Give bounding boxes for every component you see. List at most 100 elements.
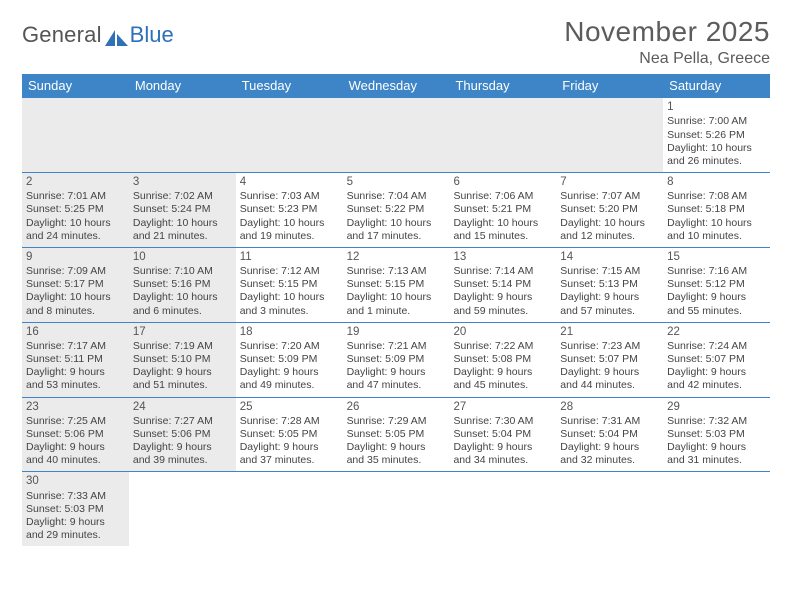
- daylight-text: Daylight: 10 hours and 12 minutes.: [560, 217, 659, 243]
- day-cell: 6Sunrise: 7:06 AMSunset: 5:21 PMDaylight…: [449, 173, 556, 247]
- day-number: 26: [347, 400, 446, 414]
- sunrise-text: Sunrise: 7:04 AM: [347, 190, 446, 203]
- sunrise-text: Sunrise: 7:00 AM: [667, 115, 766, 128]
- daylight-text: Daylight: 9 hours and 32 minutes.: [560, 441, 659, 467]
- sunset-text: Sunset: 5:18 PM: [667, 203, 766, 216]
- day-cell: [22, 98, 129, 172]
- day-cell: [236, 98, 343, 172]
- sunrise-text: Sunrise: 7:13 AM: [347, 265, 446, 278]
- sunset-text: Sunset: 5:15 PM: [347, 278, 446, 291]
- sunset-text: Sunset: 5:09 PM: [240, 353, 339, 366]
- sunrise-text: Sunrise: 7:17 AM: [26, 340, 125, 353]
- daylight-text: Daylight: 10 hours and 8 minutes.: [26, 291, 125, 317]
- daylight-text: Daylight: 9 hours and 37 minutes.: [240, 441, 339, 467]
- daylight-text: Daylight: 9 hours and 57 minutes.: [560, 291, 659, 317]
- sunrise-text: Sunrise: 7:23 AM: [560, 340, 659, 353]
- daylight-text: Daylight: 10 hours and 10 minutes.: [667, 217, 766, 243]
- day-cell: 5Sunrise: 7:04 AMSunset: 5:22 PMDaylight…: [343, 173, 450, 247]
- day-number: 24: [133, 400, 232, 414]
- day-number: 9: [26, 250, 125, 264]
- sunrise-text: Sunrise: 7:32 AM: [667, 415, 766, 428]
- sunset-text: Sunset: 5:21 PM: [453, 203, 552, 216]
- daylight-text: Daylight: 10 hours and 21 minutes.: [133, 217, 232, 243]
- title-block: November 2025 Nea Pella, Greece: [564, 16, 770, 68]
- sunset-text: Sunset: 5:11 PM: [26, 353, 125, 366]
- weekday-header: Friday: [556, 74, 663, 98]
- location-text: Nea Pella, Greece: [564, 50, 770, 68]
- day-number: 25: [240, 400, 339, 414]
- day-cell: 13Sunrise: 7:14 AMSunset: 5:14 PMDayligh…: [449, 248, 556, 322]
- day-number: 8: [667, 175, 766, 189]
- day-cell: 12Sunrise: 7:13 AMSunset: 5:15 PMDayligh…: [343, 248, 450, 322]
- day-number: 29: [667, 400, 766, 414]
- day-cell: [556, 472, 663, 546]
- day-cell: [449, 472, 556, 546]
- sunset-text: Sunset: 5:12 PM: [667, 278, 766, 291]
- day-cell: 23Sunrise: 7:25 AMSunset: 5:06 PMDayligh…: [22, 398, 129, 472]
- weekday-header: Wednesday: [343, 74, 450, 98]
- sunrise-text: Sunrise: 7:29 AM: [347, 415, 446, 428]
- daylight-text: Daylight: 9 hours and 55 minutes.: [667, 291, 766, 317]
- day-cell: 15Sunrise: 7:16 AMSunset: 5:12 PMDayligh…: [663, 248, 770, 322]
- sunrise-text: Sunrise: 7:14 AM: [453, 265, 552, 278]
- daylight-text: Daylight: 9 hours and 51 minutes.: [133, 366, 232, 392]
- sunset-text: Sunset: 5:25 PM: [26, 203, 125, 216]
- sunset-text: Sunset: 5:20 PM: [560, 203, 659, 216]
- weekday-header: Tuesday: [236, 74, 343, 98]
- day-cell: 17Sunrise: 7:19 AMSunset: 5:10 PMDayligh…: [129, 323, 236, 397]
- day-number: 16: [26, 325, 125, 339]
- day-cell: [129, 98, 236, 172]
- sunrise-text: Sunrise: 7:02 AM: [133, 190, 232, 203]
- sunset-text: Sunset: 5:16 PM: [133, 278, 232, 291]
- sunset-text: Sunset: 5:24 PM: [133, 203, 232, 216]
- sunrise-text: Sunrise: 7:03 AM: [240, 190, 339, 203]
- calendar-page: General Blue November 2025 Nea Pella, Gr…: [0, 0, 792, 546]
- daylight-text: Daylight: 10 hours and 19 minutes.: [240, 217, 339, 243]
- daylight-text: Daylight: 9 hours and 29 minutes.: [26, 516, 125, 542]
- sunset-text: Sunset: 5:05 PM: [347, 428, 446, 441]
- weekday-header: Monday: [129, 74, 236, 98]
- day-number: 19: [347, 325, 446, 339]
- daylight-text: Daylight: 10 hours and 26 minutes.: [667, 142, 766, 168]
- day-cell: [236, 472, 343, 546]
- day-cell: 16Sunrise: 7:17 AMSunset: 5:11 PMDayligh…: [22, 323, 129, 397]
- day-cell: 9Sunrise: 7:09 AMSunset: 5:17 PMDaylight…: [22, 248, 129, 322]
- sunrise-text: Sunrise: 7:22 AM: [453, 340, 552, 353]
- day-number: 2: [26, 175, 125, 189]
- sunset-text: Sunset: 5:13 PM: [560, 278, 659, 291]
- month-title: November 2025: [564, 16, 770, 48]
- day-cell: 24Sunrise: 7:27 AMSunset: 5:06 PMDayligh…: [129, 398, 236, 472]
- day-cell: 14Sunrise: 7:15 AMSunset: 5:13 PMDayligh…: [556, 248, 663, 322]
- day-number: 6: [453, 175, 552, 189]
- daylight-text: Daylight: 9 hours and 53 minutes.: [26, 366, 125, 392]
- sunrise-text: Sunrise: 7:01 AM: [26, 190, 125, 203]
- logo-text-general: General: [22, 22, 102, 48]
- week-row: 16Sunrise: 7:17 AMSunset: 5:11 PMDayligh…: [22, 323, 770, 398]
- sunrise-text: Sunrise: 7:24 AM: [667, 340, 766, 353]
- day-cell: [129, 472, 236, 546]
- day-cell: 8Sunrise: 7:08 AMSunset: 5:18 PMDaylight…: [663, 173, 770, 247]
- calendar-grid: SundayMondayTuesdayWednesdayThursdayFrid…: [22, 74, 770, 546]
- week-row: 9Sunrise: 7:09 AMSunset: 5:17 PMDaylight…: [22, 248, 770, 323]
- daylight-text: Daylight: 9 hours and 45 minutes.: [453, 366, 552, 392]
- day-cell: 28Sunrise: 7:31 AMSunset: 5:04 PMDayligh…: [556, 398, 663, 472]
- sunrise-text: Sunrise: 7:10 AM: [133, 265, 232, 278]
- sunset-text: Sunset: 5:09 PM: [347, 353, 446, 366]
- sunset-text: Sunset: 5:26 PM: [667, 129, 766, 142]
- daylight-text: Daylight: 9 hours and 44 minutes.: [560, 366, 659, 392]
- daylight-text: Daylight: 9 hours and 31 minutes.: [667, 441, 766, 467]
- day-cell: 20Sunrise: 7:22 AMSunset: 5:08 PMDayligh…: [449, 323, 556, 397]
- day-number: 12: [347, 250, 446, 264]
- day-number: 22: [667, 325, 766, 339]
- weekday-header: Sunday: [22, 74, 129, 98]
- daylight-text: Daylight: 10 hours and 6 minutes.: [133, 291, 232, 317]
- sunset-text: Sunset: 5:14 PM: [453, 278, 552, 291]
- sunrise-text: Sunrise: 7:12 AM: [240, 265, 339, 278]
- daylight-text: Daylight: 10 hours and 3 minutes.: [240, 291, 339, 317]
- sunrise-text: Sunrise: 7:21 AM: [347, 340, 446, 353]
- daylight-text: Daylight: 10 hours and 24 minutes.: [26, 217, 125, 243]
- header-row: General Blue November 2025 Nea Pella, Gr…: [22, 16, 770, 68]
- weeks-container: 1Sunrise: 7:00 AMSunset: 5:26 PMDaylight…: [22, 98, 770, 546]
- sunrise-text: Sunrise: 7:30 AM: [453, 415, 552, 428]
- day-cell: 22Sunrise: 7:24 AMSunset: 5:07 PMDayligh…: [663, 323, 770, 397]
